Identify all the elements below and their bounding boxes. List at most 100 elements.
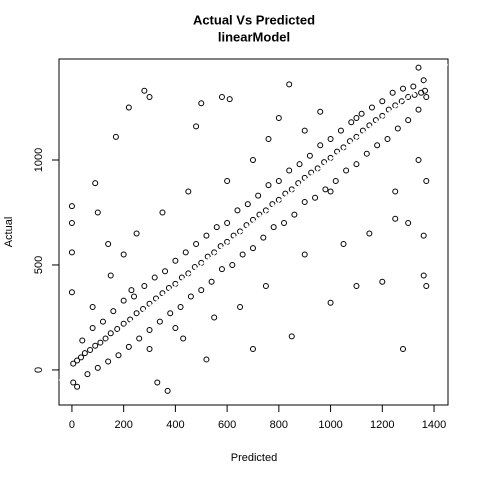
point xyxy=(234,207,241,214)
point xyxy=(211,314,218,321)
point xyxy=(115,352,122,359)
point xyxy=(420,272,427,279)
point xyxy=(366,122,373,129)
chart-subtitle: linearModel xyxy=(218,29,290,44)
point xyxy=(230,232,237,239)
point xyxy=(99,318,106,325)
point xyxy=(193,240,200,247)
point xyxy=(286,167,293,174)
point xyxy=(256,211,263,218)
point xyxy=(224,177,231,184)
point xyxy=(162,268,169,275)
point xyxy=(423,282,430,289)
point xyxy=(423,94,430,101)
point xyxy=(81,350,88,357)
point xyxy=(353,282,360,289)
point xyxy=(368,104,375,111)
point xyxy=(141,87,148,94)
point xyxy=(152,295,159,302)
point xyxy=(182,249,189,256)
point xyxy=(77,354,84,361)
point xyxy=(372,117,379,124)
point xyxy=(269,201,276,208)
x-tick-label: 800 xyxy=(270,419,288,431)
point xyxy=(301,127,308,134)
point xyxy=(97,339,104,346)
point xyxy=(286,81,293,88)
point xyxy=(389,89,396,96)
point xyxy=(363,150,370,157)
point xyxy=(332,177,339,184)
point xyxy=(317,142,324,149)
point xyxy=(321,159,328,166)
point xyxy=(203,232,210,239)
point xyxy=(306,152,313,159)
point xyxy=(218,94,225,101)
x-tick-label: 1200 xyxy=(370,419,394,431)
point xyxy=(146,300,153,307)
point xyxy=(275,177,282,184)
point xyxy=(151,274,158,281)
point xyxy=(249,345,256,352)
point xyxy=(191,264,198,271)
point xyxy=(120,297,127,304)
point xyxy=(105,358,112,365)
point xyxy=(146,345,153,352)
point xyxy=(229,261,236,268)
point xyxy=(282,190,289,197)
point xyxy=(128,287,135,294)
point xyxy=(296,161,303,168)
point xyxy=(94,364,101,371)
point xyxy=(180,335,187,342)
point xyxy=(275,114,282,121)
point xyxy=(410,83,417,90)
point xyxy=(322,186,329,193)
reference-line xyxy=(59,64,448,381)
point xyxy=(110,308,117,315)
point xyxy=(68,219,75,226)
point xyxy=(92,342,99,349)
point xyxy=(270,224,277,231)
point xyxy=(120,251,127,258)
point xyxy=(249,216,256,223)
point xyxy=(114,325,121,332)
point xyxy=(244,201,251,208)
y-tick-label: 0 xyxy=(33,367,45,373)
point xyxy=(159,290,166,297)
point xyxy=(265,182,272,189)
point xyxy=(385,106,392,113)
point xyxy=(156,318,163,325)
x-tick-label: 1000 xyxy=(318,419,342,431)
point xyxy=(74,383,81,390)
point xyxy=(131,293,138,300)
point xyxy=(146,94,153,101)
point xyxy=(177,303,184,310)
point xyxy=(84,371,91,378)
point xyxy=(112,133,119,140)
point xyxy=(125,104,132,111)
point xyxy=(398,98,405,105)
point xyxy=(140,306,147,313)
point xyxy=(265,135,272,142)
point xyxy=(327,299,334,306)
point xyxy=(295,180,302,187)
point xyxy=(159,209,166,216)
point xyxy=(204,253,211,260)
point xyxy=(198,287,205,294)
point xyxy=(127,316,134,323)
point xyxy=(125,343,132,350)
point xyxy=(353,161,360,168)
point xyxy=(379,98,386,105)
point xyxy=(224,219,231,226)
point xyxy=(337,127,344,134)
point xyxy=(172,257,179,264)
x-axis-label: Predicted xyxy=(231,452,277,464)
point xyxy=(107,272,114,279)
point xyxy=(79,337,86,344)
point xyxy=(260,234,267,241)
point xyxy=(415,106,422,113)
point xyxy=(154,379,161,386)
point xyxy=(133,310,140,317)
point xyxy=(74,357,81,364)
point xyxy=(420,77,427,84)
